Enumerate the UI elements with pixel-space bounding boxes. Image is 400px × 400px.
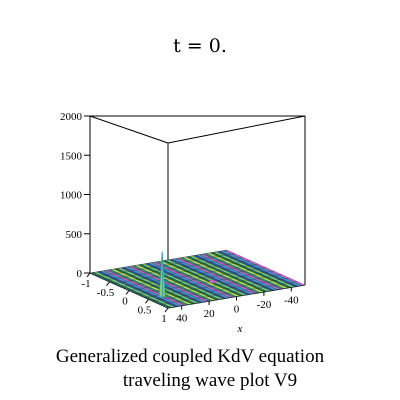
surface-gridline xyxy=(89,249,228,274)
y-axis-ticks: -1 -0.5 0 0.5 1 xyxy=(81,272,169,325)
y-tick-label: 0 xyxy=(122,296,128,308)
x-tick-label: -40 xyxy=(284,294,299,306)
y-tick-mark xyxy=(164,307,169,313)
x-tick-label: -20 xyxy=(257,299,272,311)
surface-gridline xyxy=(160,281,298,305)
caption-line-1: Generalized coupled KdV equation xyxy=(56,346,325,367)
y-tick-label: 0.5 xyxy=(138,304,152,316)
z-tick-label: 1500 xyxy=(60,150,83,162)
surface-gridline xyxy=(121,263,259,288)
y-tick-label: -1 xyxy=(81,278,90,290)
surface-floor xyxy=(89,249,306,309)
surface-gridline xyxy=(144,274,282,298)
surface-gridline xyxy=(128,267,267,291)
surface-gridline xyxy=(97,253,235,277)
plot-title: t = 0. xyxy=(173,35,227,57)
x-axis-ticks: 40 20 0 -20 -40 xyxy=(176,287,299,325)
z-tick-label: 500 xyxy=(66,229,83,241)
x-tick-label: 0 xyxy=(234,304,240,316)
caption-line-2: traveling wave plot V9 xyxy=(123,370,297,391)
z-tick-label: 2000 xyxy=(60,111,83,123)
x-tick-label: 40 xyxy=(176,313,188,325)
surface-feature xyxy=(209,279,216,283)
surface-gridline xyxy=(105,256,243,281)
surface-peak xyxy=(158,251,166,298)
z-tick-label: 1000 xyxy=(60,190,83,202)
x-axis-label: x xyxy=(237,323,243,335)
y-tick-label: -0.5 xyxy=(97,287,115,299)
y-tick-mark xyxy=(125,290,130,295)
y-tick-mark xyxy=(106,281,110,287)
y-tick-label: 1 xyxy=(161,313,167,325)
y-tick-mark xyxy=(86,272,91,278)
x-tick-label: 20 xyxy=(204,308,216,320)
peak-ridge xyxy=(161,251,164,297)
z-tick-label: 0 xyxy=(77,268,83,280)
surface-gridline xyxy=(113,260,251,284)
y-tick-mark xyxy=(145,298,149,304)
surface-gridline xyxy=(152,277,290,302)
z-axis-ticks: 0 500 1000 1500 2000 xyxy=(60,111,90,280)
